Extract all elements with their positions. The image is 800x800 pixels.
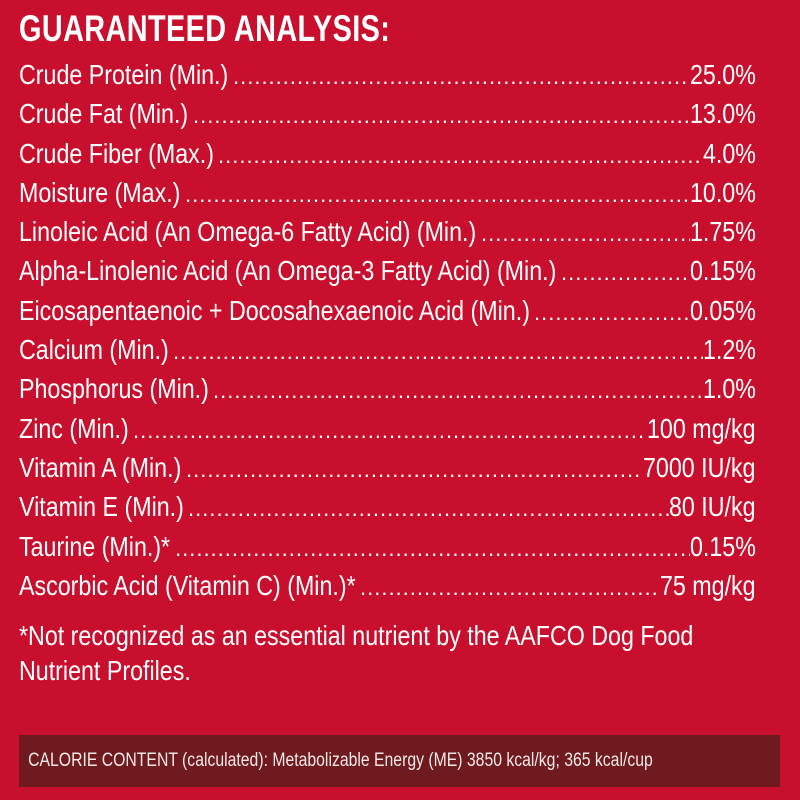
- analysis-row: Moisture (Max.) 10.0%: [19, 173, 756, 212]
- dot-leader: [169, 332, 703, 369]
- analysis-row: Alpha-Linolenic Acid (An Omega-3 Fatty A…: [19, 251, 756, 290]
- analysis-row: Taurine (Min.)* 0.15%: [19, 527, 756, 566]
- analysis-row: Crude Fiber (Max.) 4.0%: [19, 134, 756, 173]
- dot-leader: [184, 489, 669, 526]
- nutrient-value: 80 IU/kg: [669, 491, 756, 523]
- nutrient-value: 4.0%: [703, 137, 756, 169]
- dot-leader: [181, 175, 690, 212]
- analysis-row: Vitamin E (Min.) 80 IU/kg: [19, 487, 756, 526]
- nutrient-label: Calcium (Min.): [19, 334, 169, 366]
- nutrient-label: Zinc (Min.): [19, 412, 129, 444]
- analysis-row: Phosphorus (Min.) 1.0%: [19, 369, 756, 408]
- dot-leader: [214, 136, 703, 173]
- analysis-row: Ascorbic Acid (Vitamin C) (Min.)* 75 mg/…: [19, 566, 756, 605]
- nutrient-value: 25.0%: [690, 59, 756, 90]
- nutrient-label: Vitamin E (Min.): [19, 491, 184, 523]
- nutrient-label: Alpha-Linolenic Acid (An Omega-3 Fatty A…: [19, 255, 557, 287]
- footnote-line: Nutrient Profiles.: [19, 655, 191, 686]
- dot-leader: [229, 57, 690, 94]
- nutrient-label: Crude Fiber (Max.): [19, 137, 214, 169]
- nutrient-label: Moisture (Max.): [19, 176, 181, 208]
- dot-leader: [182, 450, 643, 487]
- nutrient-value: 1.0%: [703, 373, 756, 405]
- analysis-row: Crude Protein (Min.) 25.0%: [19, 55, 756, 94]
- nutrient-value: 0.15%: [690, 530, 756, 562]
- calorie-content-text: CALORIE CONTENT (calculated): Metaboliza…: [28, 750, 653, 771]
- dot-leader: [477, 214, 690, 251]
- nutrient-label: Linoleic Acid (An Omega-6 Fatty Acid) (M…: [19, 216, 477, 248]
- analysis-row: Linoleic Acid (An Omega-6 Fatty Acid) (M…: [19, 212, 756, 251]
- nutrient-value: 100 mg/kg: [647, 412, 756, 444]
- footnote: *Not recognized as an essential nutrient…: [19, 618, 779, 688]
- nutrient-label: Eicosapentaenoic + Docosahexaenoic Acid …: [19, 294, 530, 326]
- nutrient-value: 75 mg/kg: [660, 569, 756, 601]
- dot-leader: [356, 568, 660, 605]
- section-heading: GUARANTEED ANALYSIS:: [19, 8, 391, 49]
- nutrient-value: 13.0%: [690, 98, 756, 130]
- analysis-row: Calcium (Min.) 1.2%: [19, 330, 756, 369]
- dot-leader: [557, 253, 690, 290]
- nutrient-label: Crude Protein (Min.): [19, 59, 229, 90]
- analysis-row: Vitamin A (Min.) 7000 IU/kg: [19, 448, 756, 487]
- nutrient-label: Ascorbic Acid (Vitamin C) (Min.)*: [19, 569, 356, 601]
- nutrient-label: Phosphorus (Min.): [19, 373, 209, 405]
- analysis-row: Zinc (Min.) 100 mg/kg: [19, 409, 756, 448]
- nutrient-value: 0.15%: [690, 255, 756, 287]
- analysis-row: Eicosapentaenoic + Docosahexaenoic Acid …: [19, 291, 756, 330]
- nutrient-value: 0.05%: [690, 294, 756, 326]
- footnote-line: *Not recognized as an essential nutrient…: [19, 620, 694, 651]
- analysis-table: Crude Protein (Min.) 25.0% Crude Fat (Mi…: [19, 55, 756, 605]
- nutrient-value: 7000 IU/kg: [643, 451, 756, 483]
- calorie-content-bar: CALORIE CONTENT (calculated): Metaboliza…: [19, 735, 780, 787]
- nutrient-label: Taurine (Min.)*: [19, 530, 171, 562]
- nutrient-value: 1.2%: [703, 334, 756, 366]
- nutrient-value: 10.0%: [690, 176, 756, 208]
- dot-leader: [530, 293, 690, 330]
- dot-leader: [209, 371, 703, 408]
- nutrient-label: Vitamin A (Min.): [19, 451, 182, 483]
- dot-leader: [189, 96, 690, 133]
- dot-leader: [129, 411, 647, 448]
- nutrient-value: 1.75%: [690, 216, 756, 248]
- dot-leader: [171, 529, 690, 566]
- nutrient-label: Crude Fat (Min.): [19, 98, 189, 130]
- analysis-row: Crude Fat (Min.) 13.0%: [19, 94, 756, 133]
